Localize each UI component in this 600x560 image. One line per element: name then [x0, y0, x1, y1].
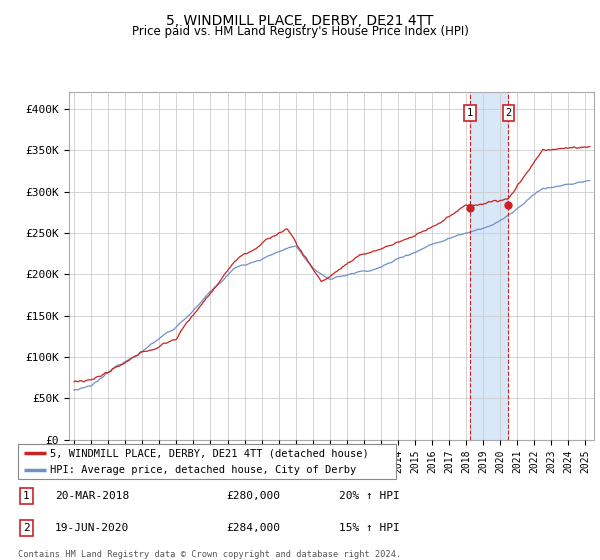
Text: £280,000: £280,000 — [227, 491, 281, 501]
Text: 20% ↑ HPI: 20% ↑ HPI — [340, 491, 400, 501]
Text: Contains HM Land Registry data © Crown copyright and database right 2024.
This d: Contains HM Land Registry data © Crown c… — [18, 550, 401, 560]
Text: £284,000: £284,000 — [227, 523, 281, 533]
Text: 19-JUN-2020: 19-JUN-2020 — [55, 523, 129, 533]
Bar — [470, 92, 508, 440]
Text: 20-MAR-2018: 20-MAR-2018 — [55, 491, 129, 501]
Text: 2: 2 — [23, 523, 30, 533]
Text: 5, WINDMILL PLACE, DERBY, DE21 4TT (detached house): 5, WINDMILL PLACE, DERBY, DE21 4TT (deta… — [50, 449, 369, 459]
Text: 15% ↑ HPI: 15% ↑ HPI — [340, 523, 400, 533]
Text: 2: 2 — [505, 108, 511, 118]
Text: Price paid vs. HM Land Registry's House Price Index (HPI): Price paid vs. HM Land Registry's House … — [131, 25, 469, 38]
Text: 1: 1 — [467, 108, 473, 118]
Text: 1: 1 — [23, 491, 30, 501]
Text: HPI: Average price, detached house, City of Derby: HPI: Average price, detached house, City… — [50, 465, 356, 475]
Text: 5, WINDMILL PLACE, DERBY, DE21 4TT: 5, WINDMILL PLACE, DERBY, DE21 4TT — [166, 14, 434, 28]
